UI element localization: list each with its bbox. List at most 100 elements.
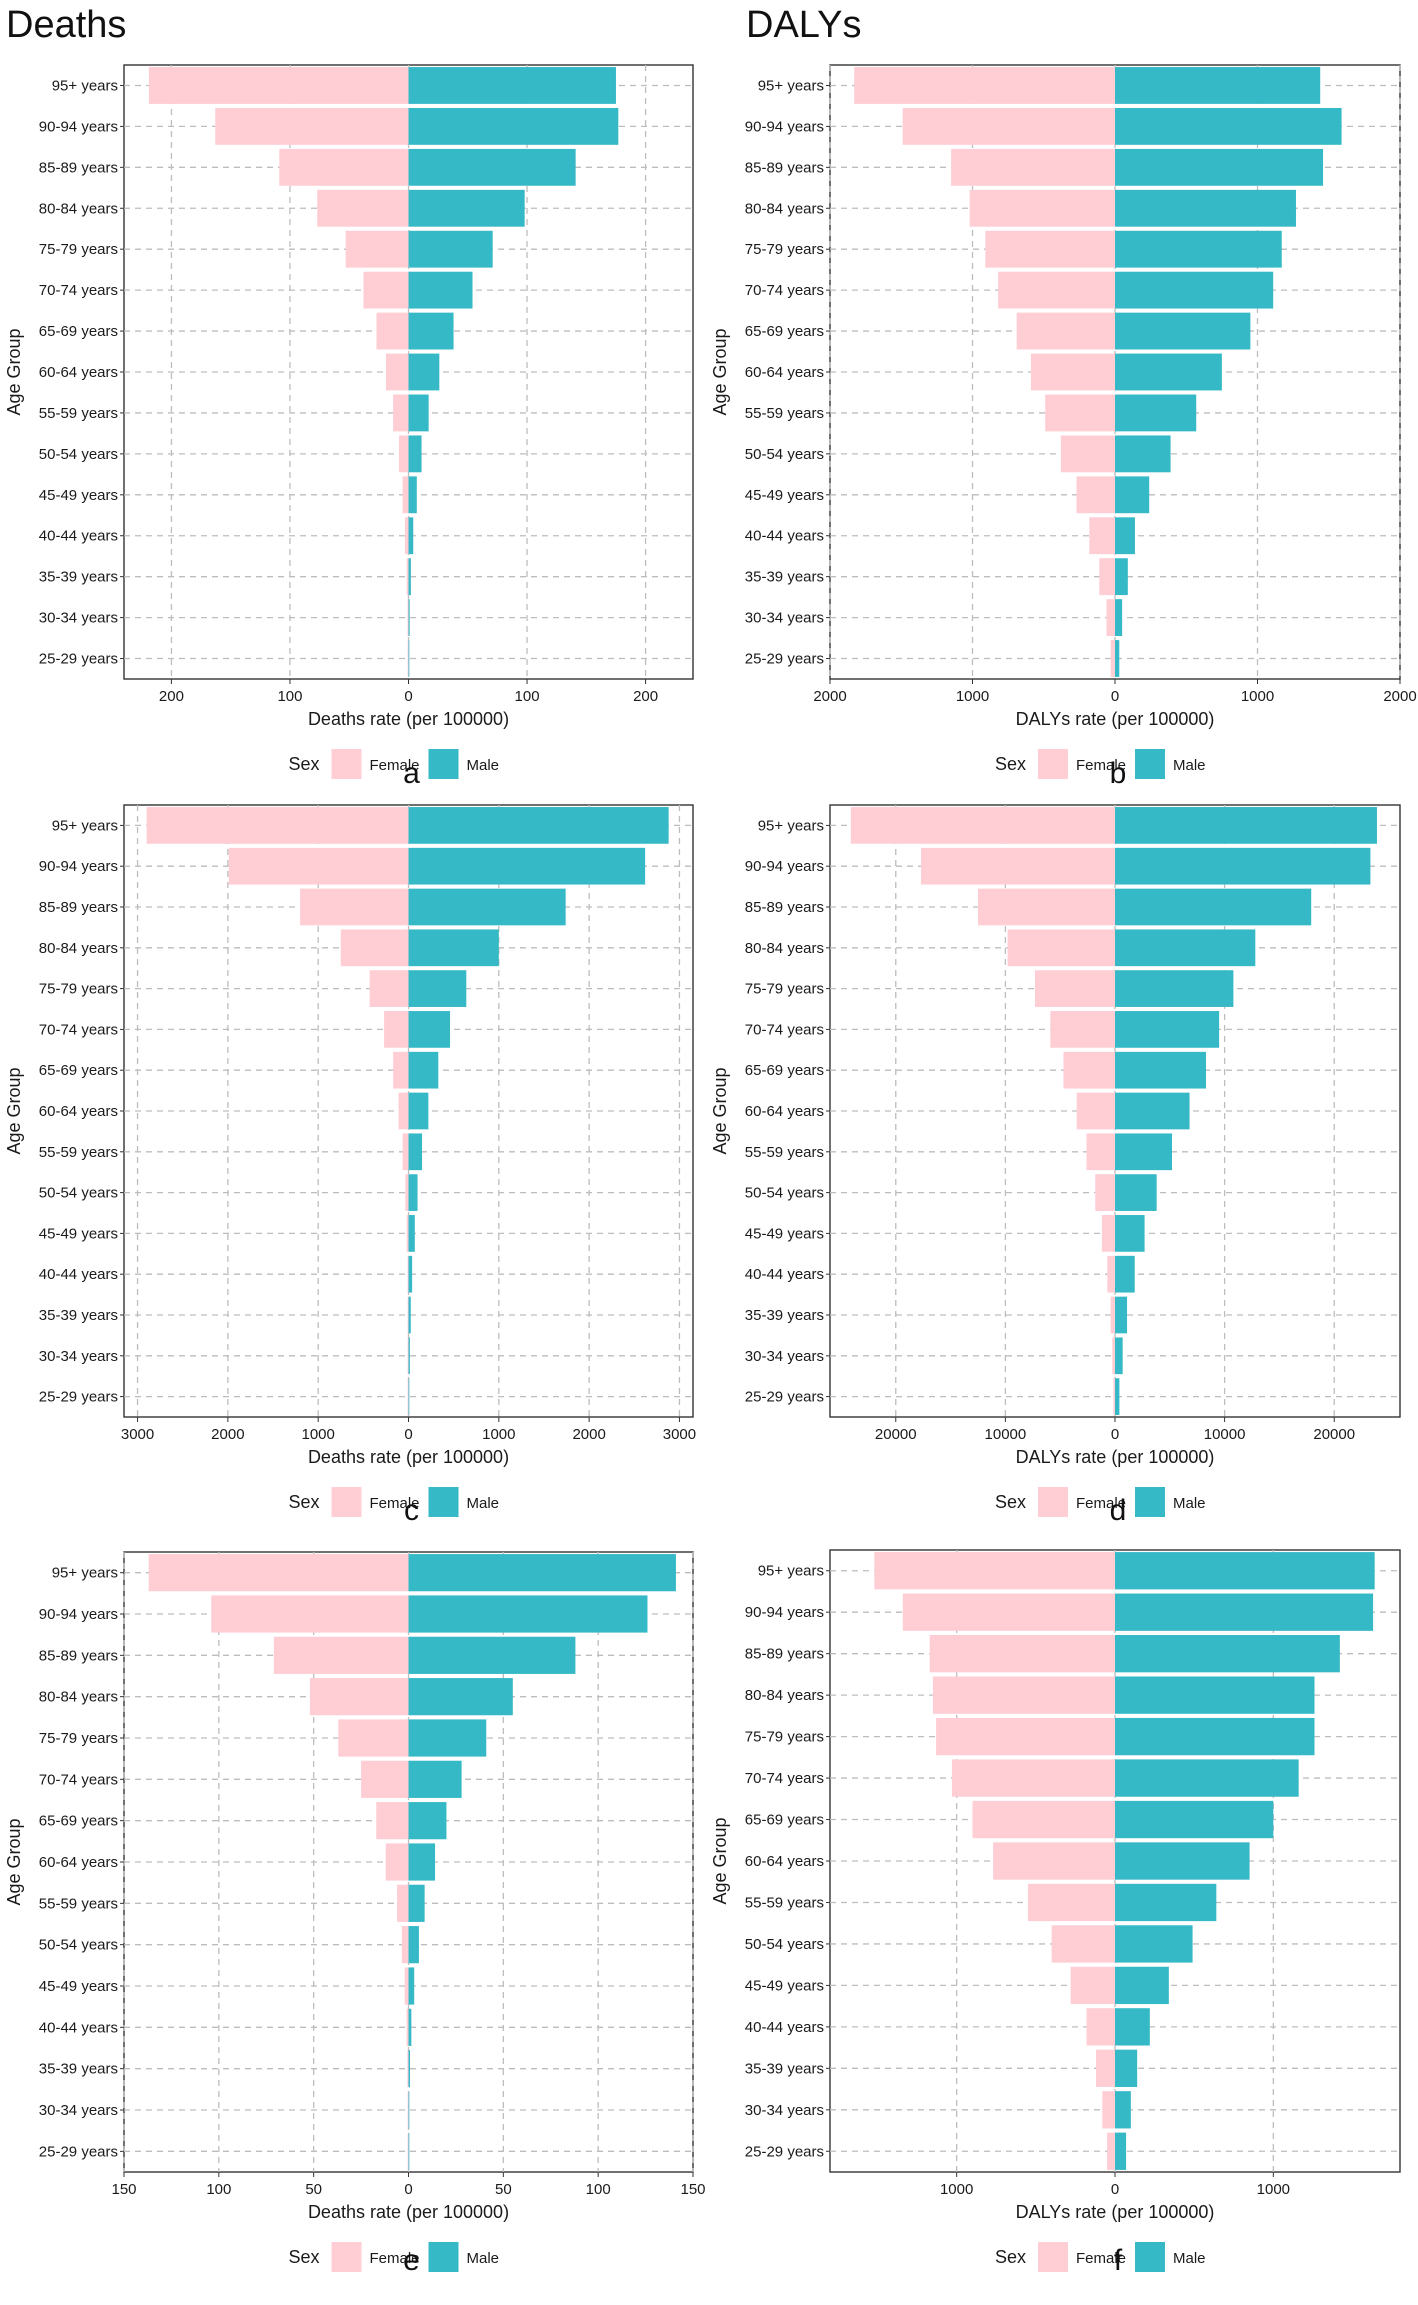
panel-f-xtick-label-2: 1000 xyxy=(1257,2181,1290,2198)
panel-d-bar-female-12 xyxy=(1110,1296,1115,1334)
panel-c-bar-female-4 xyxy=(369,970,409,1007)
panel-a-category-label-8: 55-59 years xyxy=(39,405,118,422)
panel-c-category-label-10: 45-49 years xyxy=(39,1225,118,1242)
panel-e-letter: e xyxy=(403,2244,420,2277)
panel-f-category-label-10: 45-49 years xyxy=(745,1977,824,1994)
panel-a-legend-title: Sex xyxy=(289,754,320,774)
panel-f-bar-male-5 xyxy=(1115,1759,1299,1797)
panel-e-bar-male-4 xyxy=(408,1719,487,1757)
panel-a-bar-female-0 xyxy=(148,67,409,104)
panel-e-xtick-label-1: 100 xyxy=(206,2181,231,2198)
panel-b-bar-female-11 xyxy=(1089,517,1115,555)
panel-b-bar-female-0 xyxy=(854,67,1115,104)
panel-a-bar-male-0 xyxy=(408,67,616,104)
panel-a-bar-female-2 xyxy=(279,148,409,186)
panel-c-category-label-1: 90-94 years xyxy=(39,858,118,875)
panel-b-bar-female-1 xyxy=(902,107,1115,145)
panel-b-xtick-label-2: 0 xyxy=(1111,688,1119,705)
panel-c-bar-male-9 xyxy=(408,1174,418,1211)
panel-a-bar-male-11 xyxy=(408,517,414,555)
panel-e-bar-male-12 xyxy=(408,2050,411,2088)
panel-d-bar-female-3 xyxy=(1007,929,1115,967)
panel-c-legend-female-swatch xyxy=(331,1487,362,1517)
panel-c-letter: c xyxy=(404,1494,419,1527)
panel-d-xtick-label-1: 10000 xyxy=(985,1426,1027,1443)
panel-e-legend-male-swatch xyxy=(428,2242,459,2272)
panel-b-legend-male-swatch xyxy=(1135,749,1165,779)
panel-f-bar-female-1 xyxy=(902,1593,1115,1631)
panel-c-category-label-12: 35-39 years xyxy=(39,1307,118,1324)
panel-f-category-label-14: 25-29 years xyxy=(745,2143,824,2160)
panel-a-category-label-0: 95+ years xyxy=(52,77,118,94)
panel-c-bar-male-10 xyxy=(408,1215,415,1252)
panel-b-category-label-14: 25-29 years xyxy=(745,651,824,668)
panel-b-bar-male-7 xyxy=(1115,353,1222,391)
panel-f-legend-title: Sex xyxy=(995,2247,1026,2267)
panel-a-bar-male-4 xyxy=(408,230,493,268)
panel-c-category-label-3: 80-84 years xyxy=(39,940,118,957)
panel-a-bar-male-2 xyxy=(408,148,576,186)
panel-a-xtick-label-1: 100 xyxy=(277,688,302,705)
panel-e-bar-female-11 xyxy=(406,2008,409,2046)
panel-e-category-label-5: 70-74 years xyxy=(39,1771,118,1788)
panel-c-category-label-8: 55-59 years xyxy=(39,1144,118,1161)
panel-d-bar-male-13 xyxy=(1115,1337,1123,1375)
panel-d-bar-male-8 xyxy=(1115,1133,1172,1171)
panel-c-legend-female-label: Female xyxy=(370,1495,420,1512)
panel-a-letter: a xyxy=(403,757,420,790)
panel-b-category-label-13: 30-34 years xyxy=(745,610,824,627)
panel-c-bar-female-5 xyxy=(384,1011,409,1048)
panel-c-category-label-7: 60-64 years xyxy=(39,1103,118,1120)
panel-d-category-label-1: 90-94 years xyxy=(745,858,824,875)
panel-b-bar-female-13 xyxy=(1106,599,1115,637)
panel-b-bar-male-9 xyxy=(1115,435,1171,473)
panel-e-category-label-4: 75-79 years xyxy=(39,1730,118,1747)
panel-a-category-label-1: 90-94 years xyxy=(39,118,118,135)
panel-d-category-label-2: 85-89 years xyxy=(745,899,824,916)
panel-a-bar-female-13 xyxy=(407,599,409,637)
panel-b-bar-female-12 xyxy=(1099,558,1115,596)
panel-a-bar-female-1 xyxy=(215,107,409,145)
panel-a-bar-female-11 xyxy=(404,517,409,555)
panel-e-y-axis-title: Age Group xyxy=(4,1818,24,1905)
panel-f-category-label-13: 30-34 years xyxy=(745,2102,824,2119)
panel-d-category-label-8: 55-59 years xyxy=(745,1144,824,1161)
panel-e-bar-female-4 xyxy=(338,1719,409,1757)
panel-f-xtick-label-0: 1000 xyxy=(940,2181,973,2198)
panel-f-bar-male-10 xyxy=(1115,1966,1169,2005)
panel-a-bar-male-3 xyxy=(408,189,525,227)
panel-b-bar-male-3 xyxy=(1115,189,1296,227)
panel-b-legend-female-swatch xyxy=(1038,749,1068,779)
panel-e-x-axis-title: Deaths rate (per 100000) xyxy=(308,2202,509,2222)
panel-f-legend-female-label: Female xyxy=(1076,2250,1126,2267)
panel-d-bar-female-0 xyxy=(850,807,1115,844)
panel-c-x-axis-title: Deaths rate (per 100000) xyxy=(308,1447,509,1467)
panel-e-bar-female-0 xyxy=(148,1554,409,1592)
panel-a-legend-female-swatch xyxy=(331,749,362,779)
panel-e-category-label-11: 40-44 years xyxy=(39,2019,118,2036)
panel-f-category-label-6: 65-69 years xyxy=(745,1812,824,1829)
panel-d-bar-male-9 xyxy=(1115,1174,1157,1211)
panel-b-y-axis-title: Age Group xyxy=(710,328,730,415)
panel-f-bar-male-3 xyxy=(1115,1676,1315,1714)
panel-a-category-label-9: 50-54 years xyxy=(39,446,118,463)
panel-b-legend-male-label: Male xyxy=(1173,757,1206,774)
panel-b-legend-title: Sex xyxy=(995,754,1026,774)
panel-c-category-label-13: 30-34 years xyxy=(39,1348,118,1365)
panel-e-category-label-13: 30-34 years xyxy=(39,2102,118,2119)
panel-d-bar-male-14 xyxy=(1115,1378,1120,1415)
panel-d-bar-male-12 xyxy=(1115,1296,1128,1334)
panel-c-bar-male-6 xyxy=(408,1051,439,1089)
panel-e-xtick-label-6: 150 xyxy=(680,2181,705,2198)
panel-a-xtick-label-0: 200 xyxy=(159,688,184,705)
panel-c-bar-male-8 xyxy=(408,1133,423,1171)
panel-d-bar-female-8 xyxy=(1086,1133,1115,1171)
panel-d-legend-male-swatch xyxy=(1135,1487,1165,1517)
panel-a-bar-female-4 xyxy=(345,230,409,268)
panel-d-bar-male-10 xyxy=(1115,1215,1145,1252)
panel-c-category-label-4: 75-79 years xyxy=(39,981,118,998)
panel-a-category-label-7: 60-64 years xyxy=(39,364,118,381)
panel-e-bar-female-10 xyxy=(404,1967,409,2005)
panel-c-bar-female-11 xyxy=(407,1255,409,1293)
panel-b-category-label-8: 55-59 years xyxy=(745,405,824,422)
